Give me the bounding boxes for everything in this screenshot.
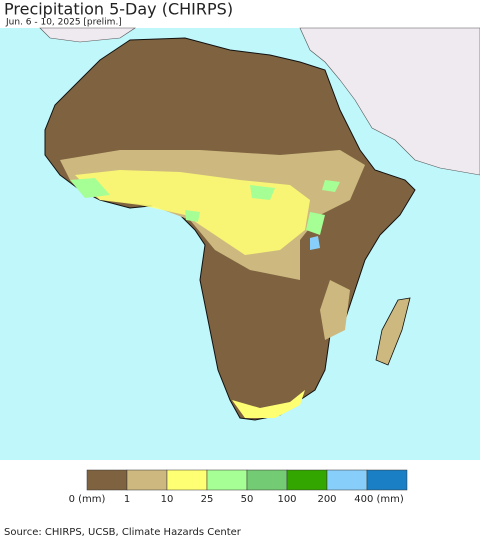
legend-label: 10 (161, 494, 174, 505)
europe (39, 27, 136, 43)
wet-spots (70, 178, 340, 235)
cape-yellow (232, 390, 305, 418)
source: Source: CHIRPS, UCSB, Climate Hazards Ce… (4, 527, 242, 538)
legend-label: 100 (277, 494, 296, 505)
legend-label: 200 (317, 494, 336, 505)
legend-swatch (86, 469, 128, 491)
legend: 0 (mm) 1 10 25 50 100 200 400 (mm) (69, 469, 408, 505)
title: Precipitation 5-Day (CHIRPS) (4, 0, 233, 19)
map (0, 27, 480, 460)
subtitle: Jun. 6 - 10, 2025 [prelim.] (5, 18, 122, 28)
legend-label: 1 (124, 494, 130, 505)
legend-swatch (326, 469, 368, 491)
legend-label: 25 (201, 494, 214, 505)
legend-swatch (366, 469, 408, 491)
legend-swatch (206, 469, 248, 491)
lake-victoria (310, 236, 320, 250)
legend-label: 400 (mm) (354, 494, 404, 505)
legend-label: 50 (241, 494, 254, 505)
legend-swatch (246, 469, 288, 491)
legend-swatch (286, 469, 328, 491)
east-tan (320, 280, 350, 340)
legend-swatch (126, 469, 168, 491)
legend-swatch (166, 469, 208, 491)
legend-label: 0 (mm) (69, 494, 106, 505)
madagascar (375, 297, 411, 366)
middle-east (299, 27, 480, 176)
